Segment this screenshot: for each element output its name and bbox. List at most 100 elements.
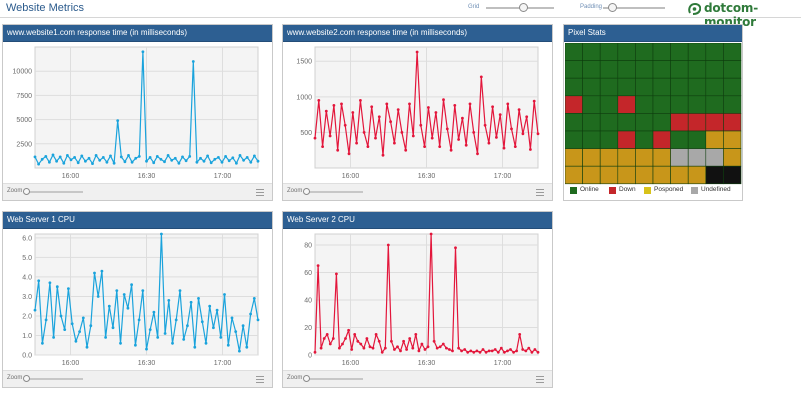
data-point — [119, 341, 122, 345]
y-tick-label: 2.0 — [22, 313, 32, 320]
data-point — [145, 347, 148, 351]
data-point — [481, 348, 485, 351]
pixel-cell — [582, 60, 601, 79]
data-point — [253, 154, 256, 158]
data-point — [119, 155, 123, 159]
legend-label-online: Online — [580, 186, 599, 193]
y-tick-label: 1500 — [296, 59, 312, 66]
zoom-slider-handle[interactable] — [303, 188, 310, 195]
data-point — [219, 336, 223, 339]
pixel-cell — [705, 165, 724, 185]
x-tick-label: 17:00 — [494, 173, 512, 180]
data-point — [366, 145, 370, 148]
pixel-cell — [670, 95, 689, 114]
pixel-cell — [582, 130, 601, 149]
data-point — [415, 50, 419, 54]
data-point — [351, 111, 355, 114]
data-point — [191, 60, 195, 63]
zoom-slider[interactable] — [25, 378, 83, 380]
data-point — [44, 155, 48, 158]
data-point — [171, 341, 174, 345]
legend-swatch-undefined — [691, 187, 698, 194]
data-point — [438, 345, 442, 349]
data-point — [385, 102, 389, 106]
data-point — [173, 156, 177, 160]
zoom-slider-handle[interactable] — [23, 375, 30, 382]
pixel-cell — [670, 148, 689, 167]
zoom-slider-handle[interactable] — [23, 188, 30, 195]
data-point — [493, 348, 497, 351]
panel-header: Web Server 1 CPU — [3, 212, 272, 229]
data-point — [55, 285, 59, 289]
list-icon[interactable] — [256, 376, 264, 383]
data-point — [199, 156, 202, 160]
website2-response-chart: 500 1000 1500 16:00 16:30 17:00 — [296, 46, 540, 180]
padding-slider[interactable] — [603, 7, 665, 9]
data-point — [512, 350, 515, 354]
data-point — [518, 333, 522, 336]
pixel-cell — [599, 130, 619, 149]
data-point — [317, 99, 321, 102]
y-tick-label: 80 — [304, 243, 312, 250]
data-point — [170, 158, 174, 162]
pixel-cell — [687, 43, 707, 61]
pixel-cell — [582, 77, 601, 97]
data-point — [241, 324, 245, 328]
data-point — [420, 342, 424, 346]
data-point — [499, 346, 503, 350]
data-point — [460, 349, 463, 353]
pixel-cell — [582, 148, 601, 167]
zoom-slider[interactable] — [305, 191, 363, 193]
pixel-cell — [705, 95, 724, 114]
zoom-slider[interactable] — [305, 378, 363, 380]
data-point — [399, 349, 402, 353]
panel-title: Web Server 2 CPU — [287, 215, 355, 224]
padding-slider-handle[interactable] — [608, 3, 618, 12]
data-point — [396, 108, 400, 111]
zoom-slider[interactable] — [25, 191, 83, 193]
data-point — [448, 348, 451, 351]
data-point — [472, 131, 476, 134]
data-point — [377, 339, 381, 343]
data-point — [353, 333, 357, 336]
pixel-cell — [652, 113, 671, 132]
data-point — [457, 346, 460, 350]
data-point — [178, 289, 182, 292]
data-point — [525, 115, 529, 119]
data-point — [252, 297, 256, 300]
data-point — [324, 109, 328, 113]
data-point — [340, 102, 343, 106]
pixel-cell — [617, 60, 636, 79]
data-point — [536, 350, 540, 354]
data-point — [498, 113, 502, 116]
data-point — [33, 308, 37, 312]
data-point — [319, 346, 323, 350]
pixel-cell — [670, 165, 689, 185]
data-point — [40, 157, 44, 161]
list-icon[interactable] — [536, 376, 544, 383]
data-point — [209, 161, 213, 165]
pixel-cell — [599, 148, 619, 167]
data-point — [368, 345, 372, 349]
pixel-cell — [652, 77, 671, 97]
top-bar: Website Metrics Grid Padding dotcom-moni… — [0, 0, 801, 29]
data-point — [404, 148, 408, 152]
data-point — [141, 289, 145, 292]
data-point — [362, 131, 366, 134]
padding-label: Padding — [580, 4, 603, 10]
list-icon[interactable] — [256, 189, 264, 196]
pixel-cell — [635, 60, 654, 79]
zoom-slider-handle[interactable] — [303, 375, 310, 382]
data-point — [390, 339, 393, 343]
data-point — [411, 346, 415, 350]
grid-slider-handle[interactable] — [519, 3, 529, 12]
data-point — [181, 155, 184, 159]
data-point — [491, 105, 494, 109]
data-point — [105, 160, 109, 164]
list-icon[interactable] — [536, 189, 544, 196]
data-point — [532, 99, 536, 103]
x-tick-label: 16:30 — [418, 173, 436, 180]
data-point — [347, 328, 350, 332]
data-point — [434, 111, 438, 114]
data-point — [393, 141, 396, 145]
